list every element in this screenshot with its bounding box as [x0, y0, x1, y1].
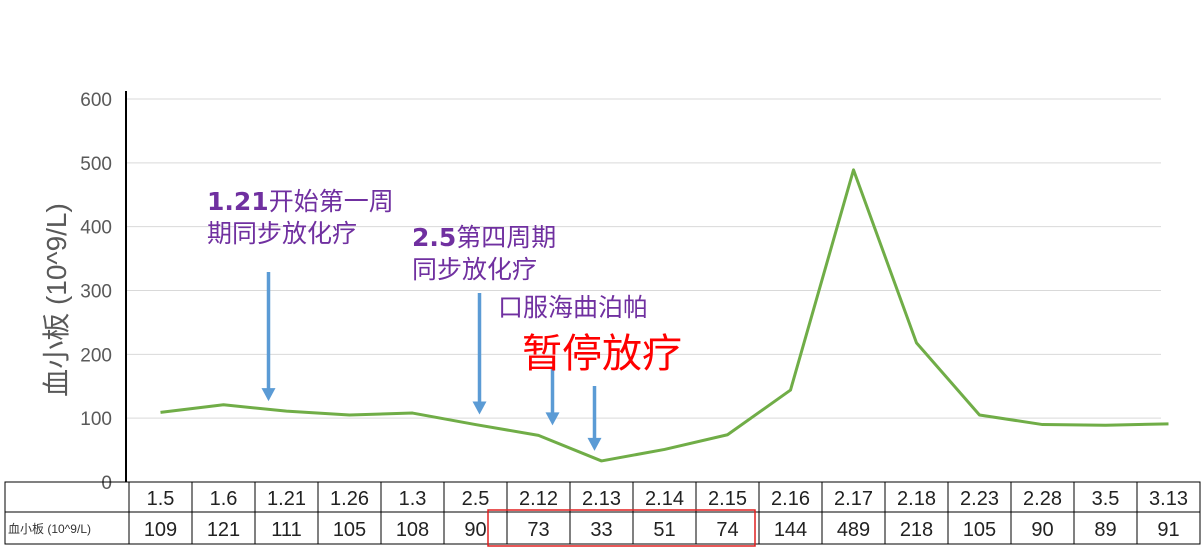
- x-category-label: 1.26: [330, 488, 369, 510]
- table-value: 74: [716, 519, 738, 541]
- table-value: 144: [774, 519, 807, 541]
- x-category-label: 2.12: [519, 488, 558, 510]
- y-tick-label: 0: [101, 473, 112, 494]
- annotation-line: 口服海曲泊帕: [498, 293, 649, 322]
- y-tick-label: 400: [80, 218, 112, 239]
- table-value: 108: [396, 519, 429, 541]
- table-value: 51: [653, 519, 675, 541]
- arrow-head: [472, 401, 487, 415]
- y-tick-label: 200: [80, 345, 112, 366]
- table-value: 109: [144, 519, 177, 541]
- annotation-line: 1.21开始第一周: [207, 187, 394, 216]
- table-value: 489: [837, 519, 870, 541]
- annotation-arrows: [261, 272, 602, 451]
- x-category-label: 2.18: [897, 488, 936, 510]
- y-axis-label: 血小板 (10^9/L): [41, 203, 72, 397]
- table-value: 111: [271, 519, 301, 541]
- table-value: 121: [207, 519, 240, 541]
- x-category-label: 1.21: [267, 488, 306, 510]
- table-value: 90: [464, 519, 486, 541]
- annotation-line: 期同步放化疗: [207, 219, 358, 248]
- table-value: 33: [590, 519, 612, 541]
- table-value: 90: [1031, 519, 1053, 541]
- x-category-label: 2.15: [708, 488, 747, 510]
- x-category-label: 2.23: [960, 488, 999, 510]
- platelet-series-line: [160, 168, 1169, 463]
- gridlines: [126, 98, 1161, 419]
- y-tick-label: 100: [80, 409, 112, 430]
- x-category-label: 2.5: [462, 488, 490, 510]
- annotation-line: 暂停放疗: [522, 331, 682, 377]
- y-axis: 0 100 200 300 400 500 600: [80, 90, 127, 494]
- table-value: 105: [333, 519, 366, 541]
- x-category-label: 1.6: [210, 488, 238, 510]
- highlight-box: [487, 509, 756, 547]
- table-value: 89: [1094, 519, 1116, 541]
- annotation-first-cycle: 1.21开始第一周 期同步放化疗: [207, 186, 394, 250]
- x-category-label: 2.16: [771, 488, 810, 510]
- annotation-fourth-cycle: 2.5第四周期 同步放化疗: [412, 222, 556, 286]
- annotation-pause-radiotherapy: 暂停放疗: [522, 330, 682, 378]
- annotation-line: 2.5第四周期: [412, 223, 557, 252]
- x-category-label: 1.5: [147, 488, 175, 510]
- table-value: 105: [963, 519, 996, 541]
- annotation-oral-drug: 口服海曲泊帕: [498, 292, 648, 324]
- y-tick-label: 600: [80, 90, 112, 111]
- table-value: 218: [900, 519, 933, 541]
- x-category-label: 2.14: [645, 488, 684, 510]
- y-tick-label: 500: [80, 154, 112, 175]
- x-category-label: 2.13: [582, 488, 621, 510]
- arrow-head: [261, 388, 276, 402]
- table-row-label: 血小板 (10^9/L): [8, 522, 91, 536]
- x-category-label: 2.17: [834, 488, 873, 510]
- x-category-label: 1.3: [399, 488, 427, 510]
- x-category-label: 3.13: [1149, 488, 1188, 510]
- x-category-label: 2.28: [1023, 488, 1062, 510]
- table-value: 91: [1157, 519, 1179, 541]
- annotation-line: 同步放化疗: [412, 255, 538, 284]
- data-table: 血小板 (10^9/L) 1.5 109 1.6 121 1.21 111 1.26 105 1.…: [4, 481, 1201, 545]
- arrow-head: [587, 437, 602, 451]
- arrow-head: [545, 412, 560, 426]
- x-category-label: 3.5: [1092, 488, 1120, 510]
- table-value: 73: [527, 519, 549, 541]
- y-tick-label: 300: [80, 282, 112, 303]
